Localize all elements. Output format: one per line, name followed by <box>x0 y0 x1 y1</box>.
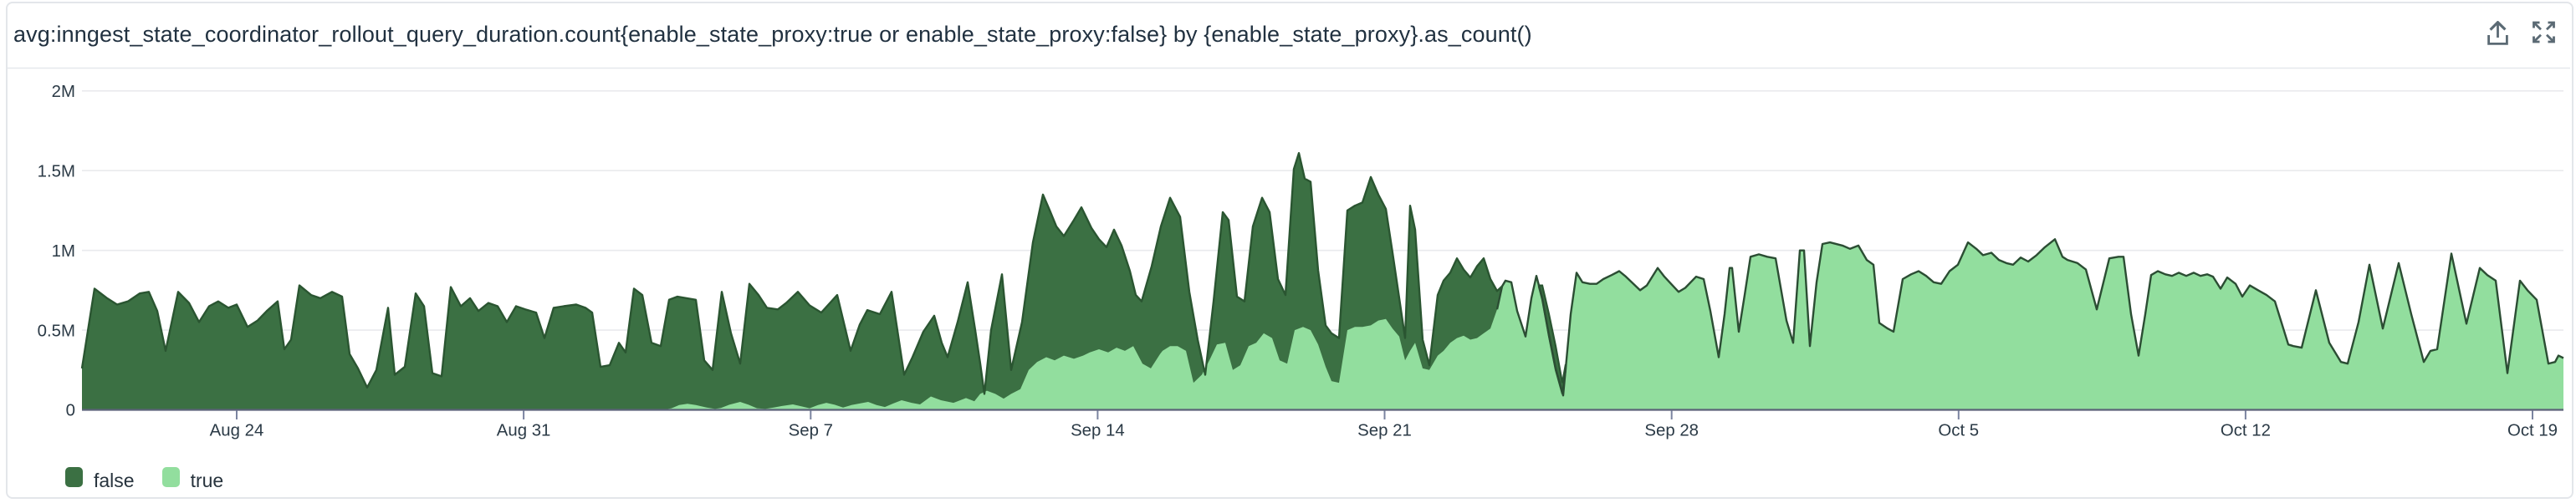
svg-text:1.5M: 1.5M <box>38 162 75 180</box>
svg-text:Sep 21: Sep 21 <box>1357 422 1412 440</box>
svg-text:0.5M: 0.5M <box>38 322 75 340</box>
svg-text:Oct 12: Oct 12 <box>2221 422 2271 440</box>
svg-text:Aug 24: Aug 24 <box>210 422 264 440</box>
svg-text:Oct 5: Oct 5 <box>1938 422 1979 440</box>
svg-text:0: 0 <box>66 402 75 420</box>
svg-text:Oct 19: Oct 19 <box>2507 422 2558 440</box>
svg-text:2M: 2M <box>52 83 75 101</box>
svg-text:Sep 7: Sep 7 <box>789 422 833 440</box>
svg-text:Sep 28: Sep 28 <box>1644 422 1699 440</box>
svg-text:Aug 31: Aug 31 <box>497 422 551 440</box>
svg-text:Sep 14: Sep 14 <box>1071 422 1125 440</box>
svg-text:1M: 1M <box>52 242 75 261</box>
